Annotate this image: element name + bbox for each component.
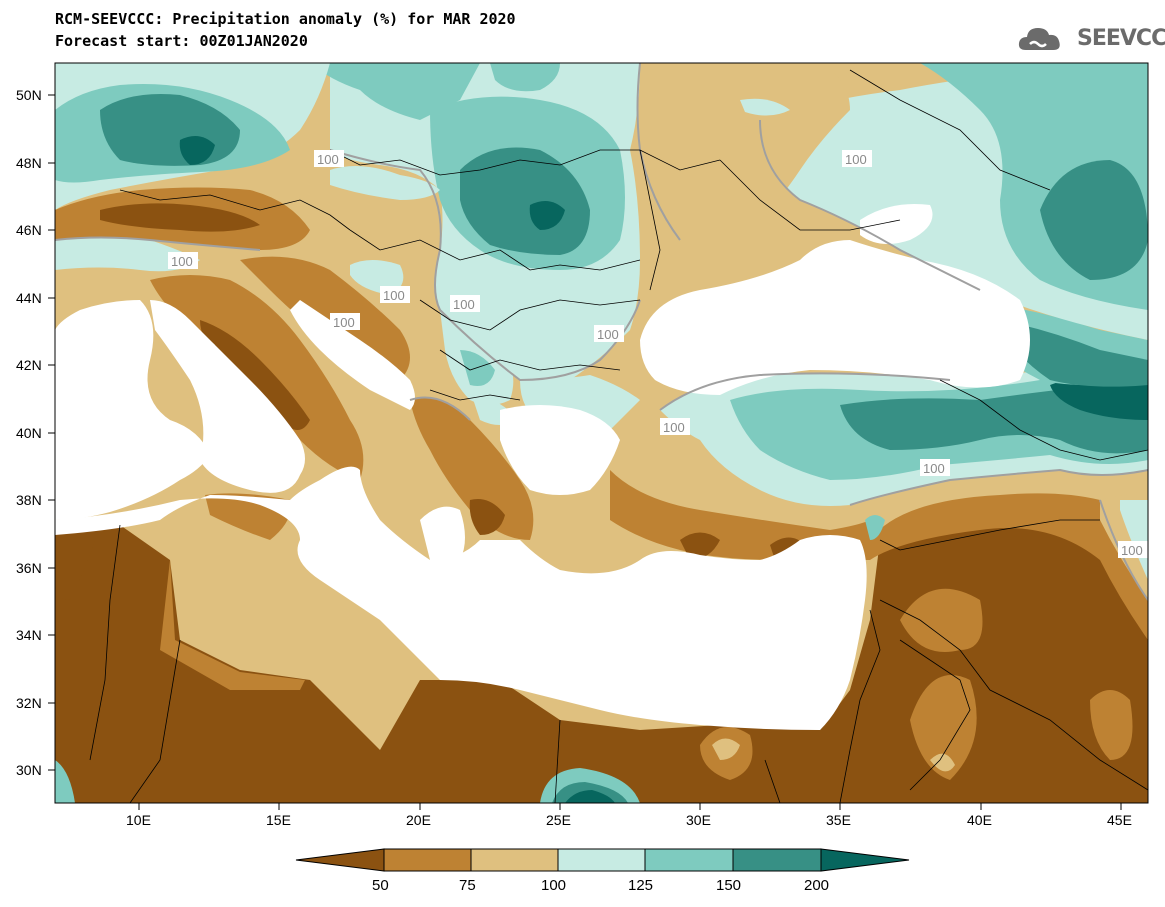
- contour-label: 100: [923, 461, 945, 476]
- colorbar-label: 75: [459, 877, 476, 894]
- lat-tick-label: 44N: [16, 290, 42, 306]
- colorbar-segment: [383, 848, 472, 872]
- colorbar-segment: [295, 848, 385, 872]
- lat-tick-label: 36N: [16, 560, 42, 576]
- contour-label: 100: [383, 288, 405, 303]
- contour-label: 100: [597, 327, 619, 342]
- lat-tick-label: 30N: [16, 762, 42, 778]
- lon-tick-label: 45E: [1107, 812, 1132, 828]
- lat-tick-label: 40N: [16, 425, 42, 441]
- contour-label: 100: [317, 152, 339, 167]
- cloud-icon: [1018, 28, 1060, 50]
- lat-tick-label: 34N: [16, 627, 42, 643]
- lon-tick-label: 20E: [406, 812, 431, 828]
- lat-tick-label: 46N: [16, 222, 42, 238]
- colorbar-label: 100: [541, 877, 566, 894]
- contour-labels: 100 100 100 100 100 100 100 100 100 100: [168, 150, 1148, 558]
- country-borders: [89, 69, 1148, 803]
- logo-text: SEEVCCC: [1077, 26, 1165, 51]
- contour-label: 100: [453, 297, 475, 312]
- colorbar-label: 50: [372, 877, 389, 894]
- anomaly-field: [55, 63, 1148, 803]
- colorbar-segment: [644, 848, 734, 872]
- lat-tick-label: 48N: [16, 155, 42, 171]
- colorbar-label: 200: [804, 877, 829, 894]
- lat-tick-label: 32N: [16, 695, 42, 711]
- colorbar-segment: [732, 848, 822, 872]
- lon-tick-label: 15E: [266, 812, 291, 828]
- colorbar-label: 150: [716, 877, 741, 894]
- colorbar-label: 125: [628, 877, 653, 894]
- contour-label: 100: [171, 254, 193, 269]
- lon-tick-label: 10E: [126, 812, 151, 828]
- map-title: RCM-SEEVCCC: Precipitation anomaly (%) f…: [55, 10, 516, 28]
- contour-label: 100: [663, 420, 685, 435]
- lat-tick-label: 42N: [16, 357, 42, 373]
- lat-tick-label: 50N: [16, 87, 42, 103]
- lon-tick-label: 40E: [967, 812, 992, 828]
- lon-tick-label: 25E: [546, 812, 571, 828]
- colorbar: 50 75 100 125 150 200: [295, 848, 910, 894]
- colorbar-segment: [557, 848, 646, 872]
- lon-tick-label: 30E: [686, 812, 711, 828]
- contour-label: 100: [333, 315, 355, 330]
- colorbar-segment: [820, 848, 910, 872]
- colorbar-segment: [470, 848, 559, 872]
- forecast-start-label: Forecast start: 00Z01JAN2020: [55, 32, 308, 50]
- lat-tick-label: 38N: [16, 492, 42, 508]
- longitude-axis: 10E 15E 20E 25E 30E 35E 40E 45E: [126, 803, 1132, 828]
- latitude-axis: 50N 48N 46N 44N 42N 40N 38N 36N 34N 32N …: [16, 87, 55, 778]
- lon-tick-label: 35E: [826, 812, 851, 828]
- contour-label: 100: [845, 152, 867, 167]
- contour-label: 100: [1121, 543, 1143, 558]
